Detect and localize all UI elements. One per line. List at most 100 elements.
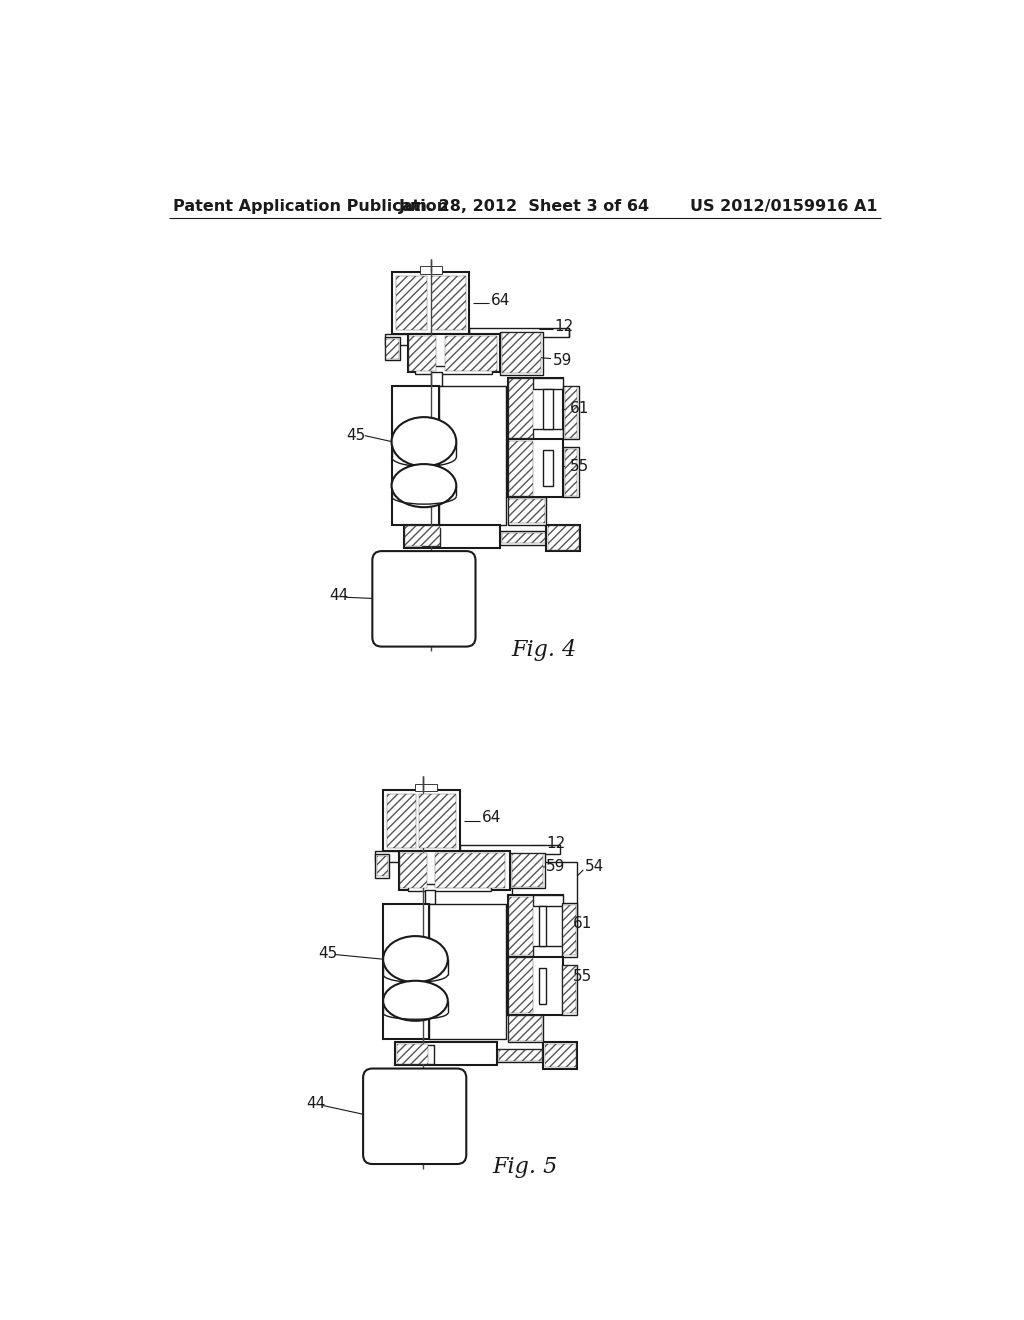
Text: 61: 61 xyxy=(573,916,593,932)
Bar xyxy=(392,560,456,570)
Bar xyxy=(509,896,532,956)
Bar xyxy=(416,784,437,792)
Bar xyxy=(508,440,563,498)
Text: 55: 55 xyxy=(569,459,589,474)
Bar xyxy=(565,449,578,496)
Bar xyxy=(407,535,426,545)
Bar xyxy=(386,339,398,359)
Bar xyxy=(444,335,497,371)
Bar xyxy=(562,965,578,1015)
Text: 59: 59 xyxy=(553,352,571,368)
Bar xyxy=(432,276,466,330)
Bar xyxy=(416,367,493,374)
Bar xyxy=(431,372,442,387)
Bar xyxy=(500,331,543,375)
Bar xyxy=(497,1048,544,1063)
Bar xyxy=(383,1077,446,1088)
Text: Jun. 28, 2012  Sheet 3 of 64: Jun. 28, 2012 Sheet 3 of 64 xyxy=(399,198,650,214)
Bar xyxy=(547,525,581,552)
Bar xyxy=(510,853,545,888)
Bar xyxy=(532,429,563,440)
Bar xyxy=(435,853,505,888)
Bar xyxy=(563,904,575,956)
Text: 45: 45 xyxy=(318,945,338,961)
Bar xyxy=(395,1043,497,1065)
Bar xyxy=(508,895,563,957)
Text: 55: 55 xyxy=(573,969,593,983)
Bar xyxy=(387,793,416,847)
Bar xyxy=(400,853,427,888)
Bar xyxy=(512,862,578,928)
Text: 44: 44 xyxy=(306,1096,326,1110)
Bar xyxy=(508,1015,544,1043)
Bar xyxy=(532,895,563,906)
Bar xyxy=(544,1043,578,1069)
Bar xyxy=(509,499,545,523)
Text: 54: 54 xyxy=(585,859,604,874)
Bar xyxy=(460,845,560,854)
Text: Patent Application Publication: Patent Application Publication xyxy=(173,198,449,214)
Bar xyxy=(383,789,460,851)
Bar xyxy=(410,335,436,371)
Bar xyxy=(502,533,545,544)
Text: 64: 64 xyxy=(481,810,501,825)
Bar xyxy=(392,387,438,525)
Bar xyxy=(548,527,579,549)
Bar xyxy=(539,906,547,946)
Bar xyxy=(377,855,388,876)
Bar xyxy=(512,854,544,887)
Bar xyxy=(385,337,400,360)
Bar xyxy=(563,966,575,1014)
Bar xyxy=(532,946,563,957)
Bar xyxy=(376,851,418,862)
Bar xyxy=(408,884,490,891)
Ellipse shape xyxy=(391,465,457,507)
Bar xyxy=(422,528,440,546)
Bar xyxy=(376,854,389,878)
Bar xyxy=(429,904,506,1039)
Bar xyxy=(438,387,506,525)
Text: Fig. 4: Fig. 4 xyxy=(512,639,577,661)
FancyBboxPatch shape xyxy=(373,552,475,647)
Text: Fig. 5: Fig. 5 xyxy=(493,1156,558,1179)
Ellipse shape xyxy=(383,936,447,982)
Bar xyxy=(565,387,578,438)
Ellipse shape xyxy=(383,981,447,1020)
Bar xyxy=(383,904,429,1039)
Bar xyxy=(425,890,435,904)
Bar xyxy=(508,378,563,440)
Bar xyxy=(509,1016,542,1040)
Bar xyxy=(539,968,547,1003)
Bar xyxy=(509,441,532,495)
Bar xyxy=(508,498,547,525)
Text: 64: 64 xyxy=(490,293,510,308)
Bar xyxy=(396,276,427,330)
Bar xyxy=(385,334,431,345)
Bar xyxy=(499,1051,542,1061)
Bar xyxy=(562,903,578,957)
Bar xyxy=(398,851,510,890)
Bar xyxy=(532,378,563,388)
Bar xyxy=(416,1045,434,1064)
Bar xyxy=(508,957,563,1015)
Text: 61: 61 xyxy=(569,401,589,416)
Bar xyxy=(392,272,469,334)
FancyBboxPatch shape xyxy=(364,1069,466,1164)
Bar xyxy=(509,379,532,438)
Bar xyxy=(500,531,547,545)
Text: 59: 59 xyxy=(547,859,565,874)
Bar xyxy=(398,1052,417,1063)
Text: 45: 45 xyxy=(346,428,366,444)
Bar xyxy=(403,525,500,548)
Bar xyxy=(544,388,553,429)
Ellipse shape xyxy=(391,417,457,466)
Bar xyxy=(420,267,441,275)
Bar xyxy=(545,1044,575,1067)
Bar xyxy=(397,1044,428,1064)
Bar xyxy=(469,327,569,337)
Bar xyxy=(502,333,541,374)
Bar xyxy=(419,793,456,847)
Text: 44: 44 xyxy=(330,589,348,603)
Bar xyxy=(544,450,553,487)
Text: 12: 12 xyxy=(547,836,565,851)
